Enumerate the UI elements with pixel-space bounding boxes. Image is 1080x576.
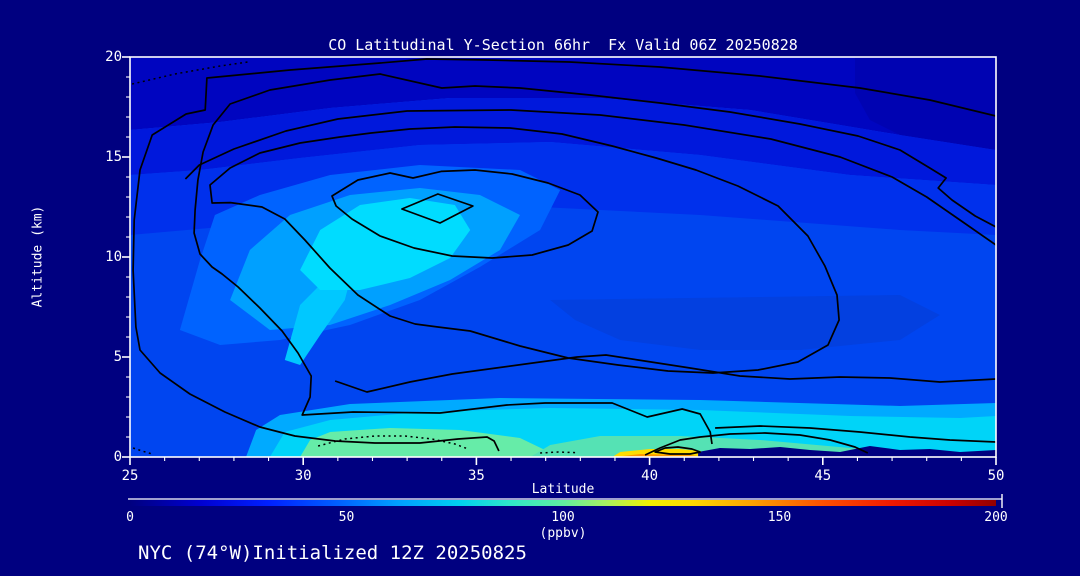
contour-line-level-30 bbox=[654, 446, 702, 455]
y-tick-label: 15 bbox=[105, 149, 122, 165]
colorbar-tick-label: 150 bbox=[767, 510, 792, 525]
contour-line-level-0 bbox=[540, 451, 576, 454]
model-init-caption: NYC (74°W)Initialized 12Z 20250825 bbox=[138, 542, 527, 564]
contour-line-level-20 bbox=[209, 126, 840, 374]
contour-line-level-10 bbox=[193, 73, 996, 445]
colorbar-tick-label: 0 bbox=[126, 510, 134, 525]
x-tick-label: 45 bbox=[814, 468, 832, 484]
contour-line-level-0 bbox=[317, 435, 469, 450]
x-axis-label: Latitude bbox=[531, 482, 595, 497]
contour-fill-region bbox=[300, 198, 471, 290]
contour-line-level-10 bbox=[334, 354, 996, 393]
contour-line-level-0 bbox=[131, 61, 248, 85]
x-tick-label: 25 bbox=[121, 468, 139, 484]
x-tick-label: 30 bbox=[294, 468, 312, 484]
contour-line-level-20 bbox=[715, 425, 996, 443]
contour-fill-region bbox=[550, 295, 940, 350]
y-tick-label: 20 bbox=[105, 49, 122, 65]
chart-title: CO Latitudinal Y-Section 66hr Fx Valid 0… bbox=[328, 36, 798, 54]
colorbar-unit-label: (ppbv) bbox=[539, 526, 587, 541]
x-tick-label: 35 bbox=[467, 468, 485, 484]
y-axis-label: Altitude (km) bbox=[30, 205, 46, 308]
contour-fill-region bbox=[698, 446, 996, 457]
contour-line-level-15 bbox=[184, 109, 996, 246]
x-tick-label: 40 bbox=[641, 468, 659, 484]
contour-fill-region bbox=[855, 57, 996, 150]
colorbar-tick-label: 100 bbox=[551, 510, 575, 525]
contour-fill-region bbox=[130, 57, 996, 150]
contour-line-level-35 bbox=[401, 193, 474, 224]
contour-line-level-20 bbox=[644, 432, 869, 456]
contour-line-level-0 bbox=[132, 58, 996, 452]
contour-line-level-0 bbox=[132, 447, 153, 455]
contour-line-level-30 bbox=[331, 169, 599, 259]
y-tick-label: 0 bbox=[113, 449, 122, 465]
colorbar-tick-label: 200 bbox=[984, 510, 1008, 525]
colorbar-tick-label: 50 bbox=[338, 510, 355, 525]
colorbar-gradient bbox=[130, 500, 996, 506]
y-tick-label: 5 bbox=[113, 349, 122, 365]
x-tick-label: 50 bbox=[987, 468, 1005, 484]
y-tick-label: 10 bbox=[105, 249, 122, 265]
